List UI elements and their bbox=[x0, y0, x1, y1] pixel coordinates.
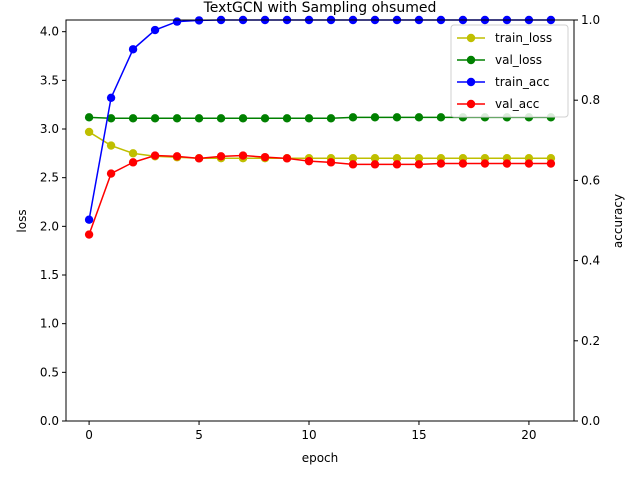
data-point bbox=[194, 154, 204, 163]
data-point bbox=[84, 127, 94, 137]
data-point bbox=[172, 152, 182, 161]
x-axis-title: epoch bbox=[302, 451, 339, 465]
legend-marker bbox=[466, 33, 476, 43]
y-left-tick-label: 4.0 bbox=[40, 25, 59, 39]
y-right-tick-label: 0.6 bbox=[581, 173, 600, 187]
data-point bbox=[502, 159, 512, 168]
x-tick-label: 10 bbox=[301, 428, 316, 442]
data-point bbox=[84, 230, 94, 239]
y-left-tick-label: 1.0 bbox=[40, 317, 59, 331]
y-axis-left: 0.0 0.5 1.0 1.5 2.0 2.5 3.0 3.5 4.0 bbox=[40, 25, 66, 428]
legend-marker bbox=[466, 77, 476, 87]
x-tick-label: 20 bbox=[521, 428, 536, 442]
y-left-tick-label: 2.0 bbox=[40, 219, 59, 233]
y-left-tick-label: 0.5 bbox=[40, 365, 59, 379]
data-point bbox=[282, 154, 292, 163]
legend-item: val_loss bbox=[457, 53, 542, 67]
data-point bbox=[128, 45, 138, 54]
legend-item: train_loss bbox=[457, 31, 552, 45]
data-point bbox=[348, 160, 358, 169]
data-point bbox=[238, 114, 248, 123]
y-left-tick-label: 1.5 bbox=[40, 268, 59, 282]
data-point bbox=[150, 114, 160, 123]
data-point bbox=[84, 215, 94, 224]
data-point bbox=[106, 169, 116, 178]
y-left-tick-label: 2.5 bbox=[40, 171, 59, 185]
y-axis-right: 0.0 0.2 0.4 0.6 0.8 1.0 bbox=[574, 13, 600, 428]
data-point bbox=[304, 114, 314, 123]
legend-label: val_acc bbox=[495, 97, 539, 111]
data-point bbox=[370, 154, 380, 163]
legend-item: val_acc bbox=[457, 97, 539, 111]
data-point bbox=[436, 159, 446, 168]
data-point bbox=[150, 151, 160, 160]
chart-title: TextGCN with Sampling ohsumed bbox=[203, 0, 437, 16]
y-left-tick-label: 3.0 bbox=[40, 122, 59, 136]
data-point bbox=[392, 160, 402, 169]
data-point bbox=[348, 113, 358, 122]
data-point bbox=[172, 114, 182, 123]
y-right-tick-label: 1.0 bbox=[581, 13, 600, 27]
y-right-tick-label: 0.2 bbox=[581, 334, 600, 348]
legend-box bbox=[450, 24, 569, 118]
data-point bbox=[128, 149, 138, 158]
data-point bbox=[546, 159, 556, 168]
data-point bbox=[84, 113, 94, 122]
data-point bbox=[194, 114, 204, 123]
data-point bbox=[216, 152, 226, 161]
data-point bbox=[260, 114, 270, 123]
y-right-tick-label: 0.0 bbox=[581, 414, 600, 428]
data-point bbox=[414, 160, 424, 169]
x-tick-label: 0 bbox=[85, 428, 93, 442]
y-axis-right-title: accuracy bbox=[611, 194, 625, 248]
x-tick-label: 15 bbox=[411, 428, 426, 442]
series-val-acc bbox=[84, 151, 556, 239]
series-line bbox=[88, 131, 551, 159]
data-point bbox=[326, 158, 336, 167]
y-left-tick-label: 0.0 bbox=[40, 414, 59, 428]
data-point bbox=[326, 114, 336, 123]
data-point bbox=[480, 159, 490, 168]
data-point bbox=[106, 114, 116, 123]
data-point bbox=[392, 113, 402, 122]
data-point bbox=[348, 154, 358, 163]
legend-label: val_loss bbox=[495, 53, 542, 67]
legend-label: train_acc bbox=[495, 75, 549, 89]
data-point bbox=[414, 113, 424, 122]
data-point bbox=[106, 93, 116, 102]
data-point bbox=[370, 160, 380, 169]
legend: train_loss val_loss train_acc val_acc bbox=[450, 24, 569, 118]
data-point bbox=[304, 156, 314, 166]
data-point bbox=[150, 25, 160, 35]
data-point bbox=[238, 151, 248, 160]
data-point bbox=[458, 159, 468, 168]
data-point bbox=[282, 114, 292, 123]
y-right-tick-label: 0.8 bbox=[581, 93, 600, 107]
x-axis: 0 5 10 15 20 bbox=[85, 421, 537, 442]
data-point bbox=[172, 17, 182, 26]
data-point bbox=[128, 114, 138, 123]
data-point bbox=[436, 113, 446, 122]
data-point bbox=[414, 154, 424, 163]
legend-label: train_loss bbox=[495, 31, 552, 45]
data-point bbox=[260, 152, 270, 162]
y-right-tick-label: 0.4 bbox=[581, 254, 600, 268]
data-point bbox=[392, 154, 402, 163]
y-left-tick-label: 3.5 bbox=[40, 73, 59, 87]
legend-marker bbox=[466, 99, 476, 109]
x-tick-label: 5 bbox=[195, 428, 203, 442]
data-point bbox=[524, 159, 534, 168]
data-point bbox=[370, 113, 380, 122]
data-point bbox=[106, 141, 116, 150]
series-line bbox=[88, 154, 551, 235]
y-axis-left-title: loss bbox=[15, 209, 29, 232]
data-point bbox=[128, 158, 138, 167]
data-point bbox=[216, 114, 226, 123]
plot-frame bbox=[65, 19, 575, 422]
legend-marker bbox=[466, 55, 476, 65]
legend-item: train_acc bbox=[457, 75, 549, 89]
